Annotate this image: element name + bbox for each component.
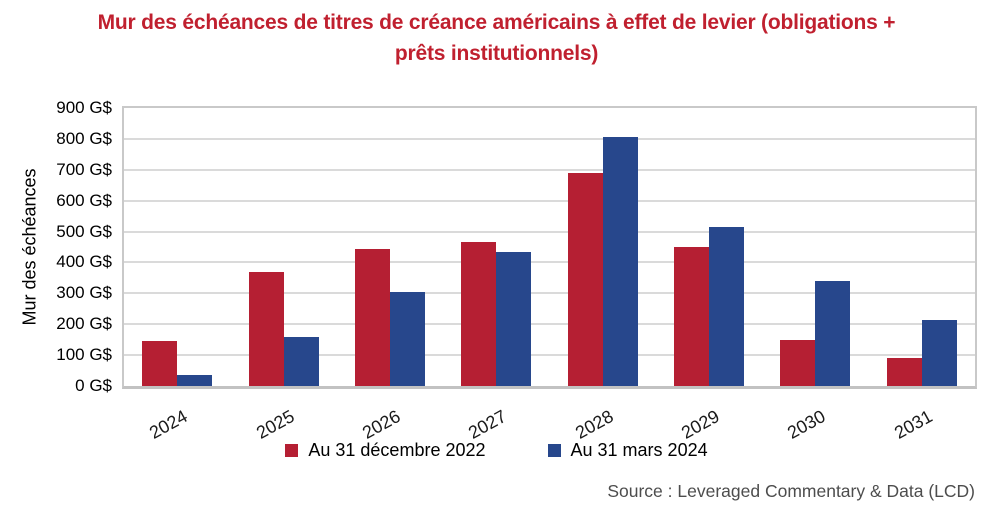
bar-2027-series2 — [496, 252, 531, 386]
y-tick-label: 300 G$ — [56, 283, 112, 302]
legend-item-dec-2022: Au 31 décembre 2022 — [285, 440, 486, 461]
bar-2024-series1 — [142, 341, 177, 386]
bar-2028-series2 — [603, 137, 638, 386]
bar-2029-series2 — [709, 227, 744, 386]
y-tick-label: 400 G$ — [56, 252, 112, 271]
y-tick-label: 100 G$ — [56, 345, 112, 364]
gridline — [124, 292, 975, 295]
bar-2027-series1 — [461, 242, 496, 386]
plot-area — [122, 106, 977, 389]
bar-2028-series1 — [568, 173, 603, 386]
gridline — [124, 230, 975, 233]
legend-item-mars-2024: Au 31 mars 2024 — [547, 440, 708, 461]
gridline — [124, 323, 975, 326]
bar-2026-series2 — [390, 292, 425, 386]
y-tick-label: 500 G$ — [56, 222, 112, 241]
bar-2029-series1 — [674, 247, 709, 386]
legend-label-dec-2022: Au 31 décembre 2022 — [308, 440, 486, 460]
bar-2030-series1 — [780, 340, 815, 386]
gridline — [124, 354, 975, 357]
bar-2031-series1 — [887, 358, 922, 386]
gridline — [124, 168, 975, 171]
y-tick-label: 200 G$ — [56, 314, 112, 333]
y-tick-label: 600 G$ — [56, 191, 112, 210]
y-tick-label: 800 G$ — [56, 129, 112, 148]
bar-2030-series2 — [815, 281, 850, 386]
gridline — [124, 261, 975, 264]
legend-swatch-blue — [547, 444, 561, 457]
chart-title: Mur des échéances de titres de créance a… — [0, 7, 993, 69]
y-tick-label: 900 G$ — [56, 98, 112, 117]
legend: Au 31 décembre 2022 Au 31 mars 2024 — [0, 440, 993, 461]
y-tick-label: 700 G$ — [56, 160, 112, 179]
gridline — [124, 137, 975, 140]
chart-title-line-1: Mur des échéances de titres de créance a… — [97, 11, 896, 34]
bar-2025-series1 — [249, 272, 284, 386]
bar-2025-series2 — [284, 337, 319, 386]
chart-title-line-2: prêts institutionnels) — [394, 42, 599, 65]
y-tick-label: 0 G$ — [75, 376, 112, 395]
bar-2031-series2 — [922, 320, 957, 386]
legend-swatch-red — [285, 444, 299, 457]
legend-label-mars-2024: Au 31 mars 2024 — [570, 440, 708, 460]
source-note: Source : Leveraged Commentary & Data (LC… — [607, 481, 975, 501]
gridline — [124, 199, 975, 202]
bar-2026-series1 — [355, 249, 390, 386]
bar-2024-series2 — [177, 375, 212, 386]
